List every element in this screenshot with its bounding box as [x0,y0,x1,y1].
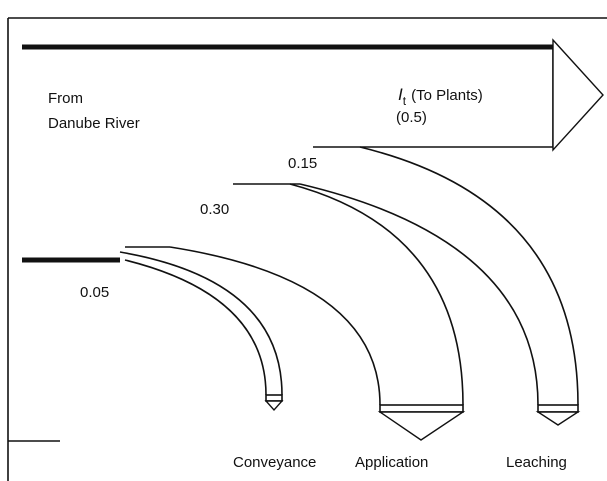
branch-label: Conveyance [233,454,316,471]
source-label: Danube River [48,115,140,132]
conveyance-branch [22,251,284,412]
branch-label: Leaching [506,454,567,471]
branch-fraction: 0.15 [288,155,317,172]
outflow-text: (To Plants) [411,87,483,104]
source-label: From [48,90,83,107]
main-flow [22,38,604,152]
outflow-label: It (To Plants) [398,85,483,108]
outflow-symbol: I [398,85,403,104]
outflow-fraction: (0.5) [396,109,427,126]
frame [7,17,607,481]
branch-label: Application [355,454,428,471]
leaching-branch [233,146,581,426]
outflow-subscript: t [403,94,407,108]
branch-fraction: 0.05 [80,284,109,301]
application-branch [125,183,466,441]
branch-fraction: 0.30 [200,201,229,218]
